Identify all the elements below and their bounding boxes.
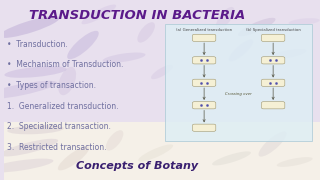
FancyBboxPatch shape bbox=[192, 79, 216, 86]
Text: TRANSDUCTION IN BACTERIA: TRANSDUCTION IN BACTERIA bbox=[28, 9, 245, 22]
Text: Concepts of Botany: Concepts of Botany bbox=[76, 161, 198, 171]
Text: (a) Generalized transduction: (a) Generalized transduction bbox=[176, 28, 232, 31]
FancyBboxPatch shape bbox=[192, 34, 216, 41]
Ellipse shape bbox=[229, 39, 253, 61]
FancyBboxPatch shape bbox=[261, 57, 285, 64]
Text: 1.  Generalized transduction.: 1. Generalized transduction. bbox=[7, 102, 119, 111]
FancyBboxPatch shape bbox=[192, 124, 216, 131]
FancyBboxPatch shape bbox=[192, 57, 216, 64]
Ellipse shape bbox=[238, 18, 276, 36]
Ellipse shape bbox=[58, 67, 76, 95]
Ellipse shape bbox=[103, 53, 146, 63]
Ellipse shape bbox=[4, 66, 67, 78]
FancyBboxPatch shape bbox=[261, 102, 285, 109]
FancyBboxPatch shape bbox=[261, 79, 285, 86]
Ellipse shape bbox=[137, 22, 155, 43]
FancyBboxPatch shape bbox=[4, 0, 320, 180]
Text: •  Mechanism of Transduction.: • Mechanism of Transduction. bbox=[7, 60, 124, 69]
Ellipse shape bbox=[106, 130, 124, 151]
FancyBboxPatch shape bbox=[165, 24, 312, 141]
Ellipse shape bbox=[138, 144, 173, 162]
Text: 3.  Restricted transaction.: 3. Restricted transaction. bbox=[7, 143, 107, 152]
Ellipse shape bbox=[67, 31, 99, 59]
FancyBboxPatch shape bbox=[4, 122, 320, 180]
Ellipse shape bbox=[0, 159, 53, 173]
Ellipse shape bbox=[7, 125, 64, 134]
Text: (b) Specialized transduction: (b) Specialized transduction bbox=[246, 28, 300, 31]
Text: Crossing over: Crossing over bbox=[225, 92, 252, 96]
Text: •  Transduction.: • Transduction. bbox=[7, 40, 68, 49]
Ellipse shape bbox=[259, 131, 287, 157]
Ellipse shape bbox=[81, 4, 116, 24]
FancyBboxPatch shape bbox=[261, 34, 285, 41]
Ellipse shape bbox=[151, 65, 173, 79]
Ellipse shape bbox=[277, 157, 313, 167]
Ellipse shape bbox=[58, 146, 89, 170]
Ellipse shape bbox=[0, 139, 58, 156]
Text: •  Types of transaction.: • Types of transaction. bbox=[7, 81, 96, 90]
Ellipse shape bbox=[212, 151, 251, 165]
Ellipse shape bbox=[289, 18, 320, 25]
FancyBboxPatch shape bbox=[192, 102, 216, 109]
Ellipse shape bbox=[0, 16, 60, 38]
Text: 2.  Specialized transaction.: 2. Specialized transaction. bbox=[7, 122, 111, 131]
Ellipse shape bbox=[216, 7, 234, 29]
Ellipse shape bbox=[270, 49, 306, 59]
Ellipse shape bbox=[0, 81, 57, 99]
